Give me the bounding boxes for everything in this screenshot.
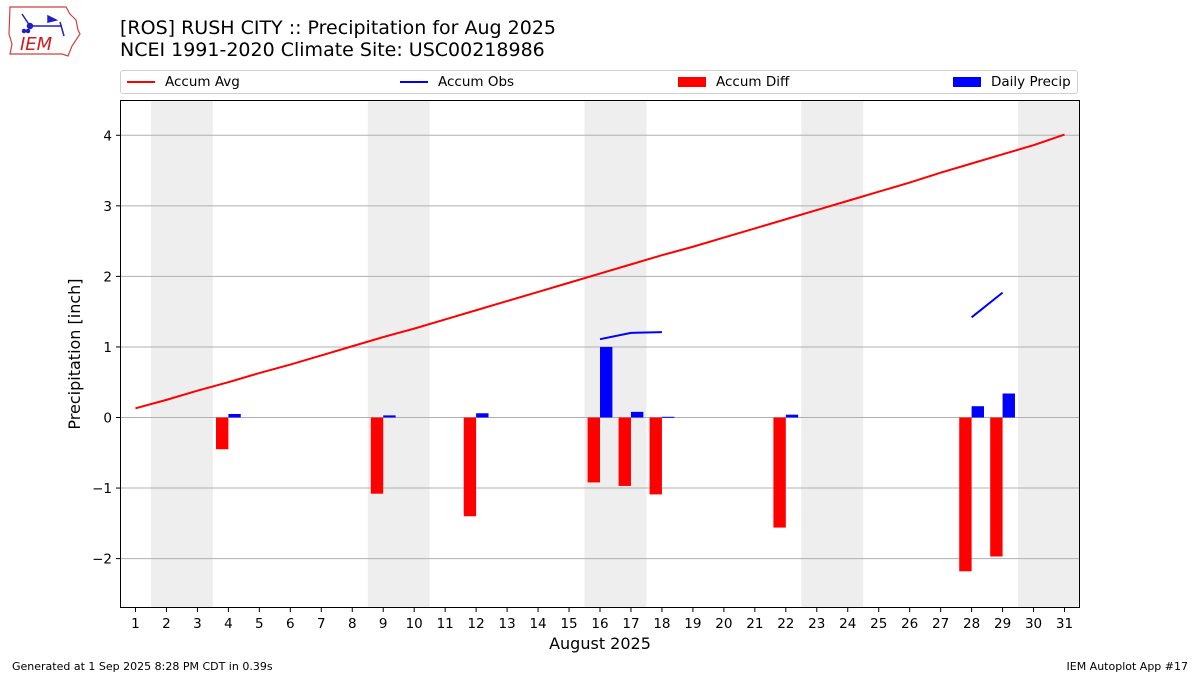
x-tick-label: 27: [932, 616, 949, 632]
x-tick-label: 11: [437, 616, 454, 632]
daily-precip-bar: [661, 416, 675, 418]
accum-diff-bar: [370, 417, 384, 494]
accum-diff-bar: [216, 417, 229, 450]
x-tick-label: 6: [286, 616, 295, 632]
x-axis-label: August 2025: [549, 634, 651, 653]
accum-diff-bar: [618, 417, 631, 486]
y-axis-label: Precipitation [inch]: [65, 278, 84, 429]
daily-precip-bar: [476, 413, 489, 418]
accum-obs-line: [970, 291, 1004, 319]
iem-logo: IEM: [6, 4, 82, 62]
weekend-band: [367, 100, 430, 608]
legend-item-daily-precip: Daily Precip: [953, 74, 1071, 90]
daily-precip-bar: [228, 413, 241, 418]
x-tick-label: 23: [808, 616, 825, 632]
accum-diff-bar: [959, 417, 972, 572]
accum-diff-bar: [649, 417, 662, 495]
logo-text: IEM: [20, 34, 53, 55]
x-tick-label: 18: [653, 616, 670, 632]
x-tick-label: 28: [963, 616, 980, 632]
x-tick-label: 15: [560, 616, 577, 632]
y-tick-label: 0: [103, 411, 112, 427]
y-tick-label: 1: [103, 340, 112, 356]
x-tick-label: 16: [591, 616, 608, 632]
x-tick-label: 29: [994, 616, 1011, 632]
x-tick-label: 3: [193, 616, 202, 632]
daily-precip-bar: [600, 346, 613, 418]
weekend-band: [801, 100, 864, 608]
legend-label: Daily Precip: [991, 74, 1071, 90]
x-tick-label: 31: [1056, 616, 1073, 632]
x-tick-label: 19: [684, 616, 701, 632]
x-tick-label: 24: [839, 616, 856, 632]
chart-subtitle: NCEI 1991-2020 Climate Site: USC00218986: [120, 39, 545, 61]
weekend-band: [1018, 100, 1080, 608]
chart-title: [ROS] RUSH CITY :: Precipitation for Aug…: [120, 17, 556, 39]
legend-item-accum-obs: Accum Obs: [400, 74, 514, 90]
legend-label: Accum Diff: [716, 74, 790, 90]
legend-label: Accum Avg: [165, 74, 240, 90]
weather-icons: [21, 13, 65, 37]
x-tick-label: 7: [317, 616, 326, 632]
accum-diff-bar: [463, 417, 477, 517]
x-tick-label: 30: [1025, 616, 1042, 632]
weekend-band: [150, 100, 213, 608]
accum-diff-bar: [773, 417, 786, 528]
accum-diff-bar: [587, 417, 600, 483]
x-tick-label: 20: [715, 616, 732, 632]
x-tick-label: 12: [468, 616, 485, 632]
y-tick-label: −1: [92, 481, 112, 497]
daily-precip-bar: [1002, 393, 1015, 418]
x-tick-label: 9: [379, 616, 388, 632]
legend-label: Accum Obs: [438, 74, 515, 90]
y-tick-label: 3: [103, 199, 112, 215]
footer-app: IEM Autoplot App #17: [1066, 660, 1189, 673]
accum-obs-line: [599, 331, 662, 341]
y-tick-label: 2: [103, 269, 112, 285]
legend-item-accum-avg: Accum Avg: [127, 74, 240, 90]
chart-legend: Accum Avg Accum Obs Accum Diff Daily Pre…: [120, 70, 1078, 94]
iowa-state-outline: [8, 6, 81, 57]
x-tick-label: 8: [348, 616, 357, 632]
accum-diff-bar: [990, 417, 1003, 557]
plot-frame: [120, 100, 1080, 608]
x-tick-label: 1: [131, 616, 140, 632]
daily-precip-bar: [785, 414, 799, 418]
x-tick-label: 21: [746, 616, 763, 632]
y-tick-label: −2: [92, 552, 112, 568]
daily-precip-bar: [971, 406, 984, 418]
legend-swatch: [127, 81, 155, 83]
weekend-band: [584, 100, 647, 608]
accum-avg-line: [135, 133, 1065, 410]
x-tick-label: 2: [162, 616, 171, 632]
x-tick-label: 17: [622, 616, 639, 632]
footer-generated: Generated at 1 Sep 2025 8:28 PM CDT in 0…: [12, 660, 273, 673]
x-tick-label: 22: [777, 616, 794, 632]
x-tick-label: 10: [406, 616, 423, 632]
daily-precip-bar: [630, 411, 644, 418]
x-tick-label: 25: [870, 616, 887, 632]
legend-swatch: [678, 77, 706, 87]
x-tick-label: 26: [901, 616, 918, 632]
legend-item-accum-diff: Accum Diff: [678, 74, 789, 90]
x-tick-label: 5: [255, 616, 264, 632]
x-tick-label: 4: [224, 616, 233, 632]
y-tick-label: 4: [103, 128, 112, 144]
daily-precip-bar: [383, 415, 396, 418]
x-tick-label: 13: [499, 616, 516, 632]
x-tick-label: 14: [529, 616, 546, 632]
legend-swatch: [953, 77, 981, 87]
legend-swatch: [400, 81, 428, 83]
